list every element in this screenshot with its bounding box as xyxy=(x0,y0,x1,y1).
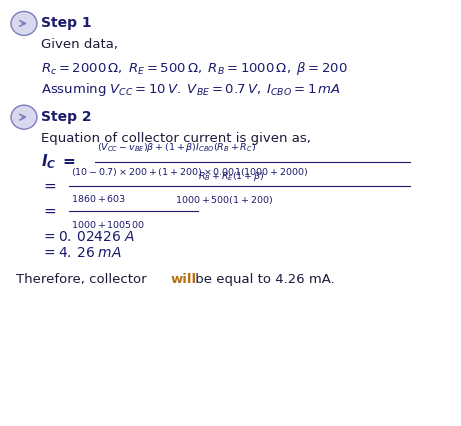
Text: $R_B+R_E(1+\beta)$: $R_B+R_E(1+\beta)$ xyxy=(198,170,265,184)
Text: Given data,: Given data, xyxy=(41,38,118,51)
Text: $R_c = 2000\,\Omega,\; R_E = 500\,\Omega,\; R_B = 1000\,\Omega,\; \beta = 200$: $R_c = 2000\,\Omega,\; R_E = 500\,\Omega… xyxy=(41,60,348,77)
Text: Step 2: Step 2 xyxy=(41,110,92,124)
Text: Therefore, collector: Therefore, collector xyxy=(16,273,151,285)
Text: $\bfit{I}_C\; =$: $\bfit{I}_C\; =$ xyxy=(41,153,76,171)
Text: $(10-0.7)\times200+(1+200)\times0.001(1000+2000)$: $(10-0.7)\times200+(1+200)\times0.001(10… xyxy=(71,166,309,178)
Text: $1860+603$: $1860+603$ xyxy=(71,193,127,204)
Text: $= 4.\,26\;mA$: $= 4.\,26\;mA$ xyxy=(41,246,122,260)
Text: $=$: $=$ xyxy=(41,203,58,218)
Text: $=$: $=$ xyxy=(41,178,58,193)
Text: Assuming $V_{CC} = 10\,V.\; V_{BE} = 0.7\,V,\; I_{CBO} = 1\,mA$: Assuming $V_{CC} = 10\,V.\; V_{BE} = 0.7… xyxy=(41,81,341,98)
Text: $1000+500(1+200)$: $1000+500(1+200)$ xyxy=(175,194,273,206)
Circle shape xyxy=(11,12,37,35)
Text: Equation of collector current is given as,: Equation of collector current is given a… xyxy=(41,132,311,145)
Text: $= 0.\,02426\;A$: $= 0.\,02426\;A$ xyxy=(41,230,135,244)
Text: $1000+100500$: $1000+100500$ xyxy=(71,219,145,230)
Text: Step 1: Step 1 xyxy=(41,17,92,30)
Circle shape xyxy=(11,105,37,129)
Text: will: will xyxy=(171,273,197,285)
Text: $(V_{CC}-v_{BE})\beta+(1+\beta)I_{CBO}(R_B+R_C)$: $(V_{CC}-v_{BE})\beta+(1+\beta)I_{CBO}(R… xyxy=(97,141,256,154)
Text: be equal to 4.26 mA.: be equal to 4.26 mA. xyxy=(191,273,335,285)
